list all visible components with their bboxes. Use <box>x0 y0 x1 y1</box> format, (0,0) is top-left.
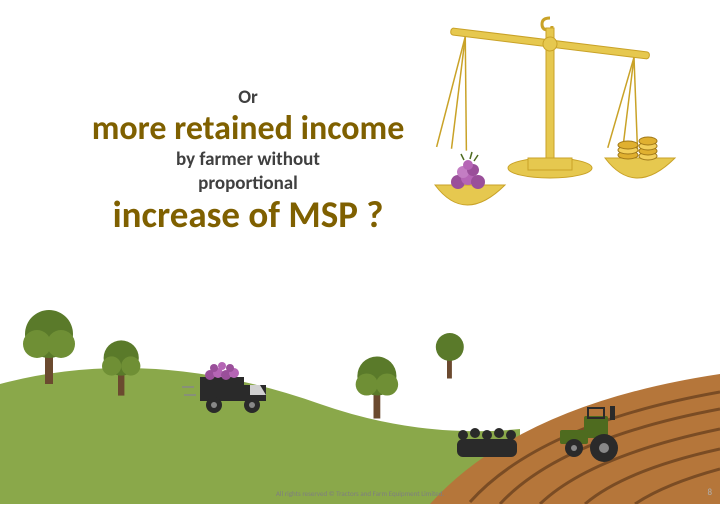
scale-pan-right <box>605 137 675 178</box>
retained-income: more retained income <box>58 111 438 147</box>
produce-icon <box>451 152 485 189</box>
people-group-icon <box>457 428 517 457</box>
or-text: Or <box>58 86 438 109</box>
msp-question: increase of MSP ? <box>58 196 438 235</box>
middle-line2: proportional <box>58 173 438 195</box>
tree-icon <box>356 356 399 418</box>
page-number: 8 <box>707 487 712 498</box>
scale-pan-left <box>435 152 505 205</box>
tree-icon <box>436 333 464 379</box>
landscape-scene <box>0 264 720 504</box>
balance-scale-graphic <box>410 10 690 270</box>
footer-copyright: All rights reserved © Tractors and Farm … <box>0 489 720 498</box>
text-block: Or more retained income by farmer withou… <box>58 86 438 235</box>
middle-line1: by farmer without <box>58 149 438 171</box>
